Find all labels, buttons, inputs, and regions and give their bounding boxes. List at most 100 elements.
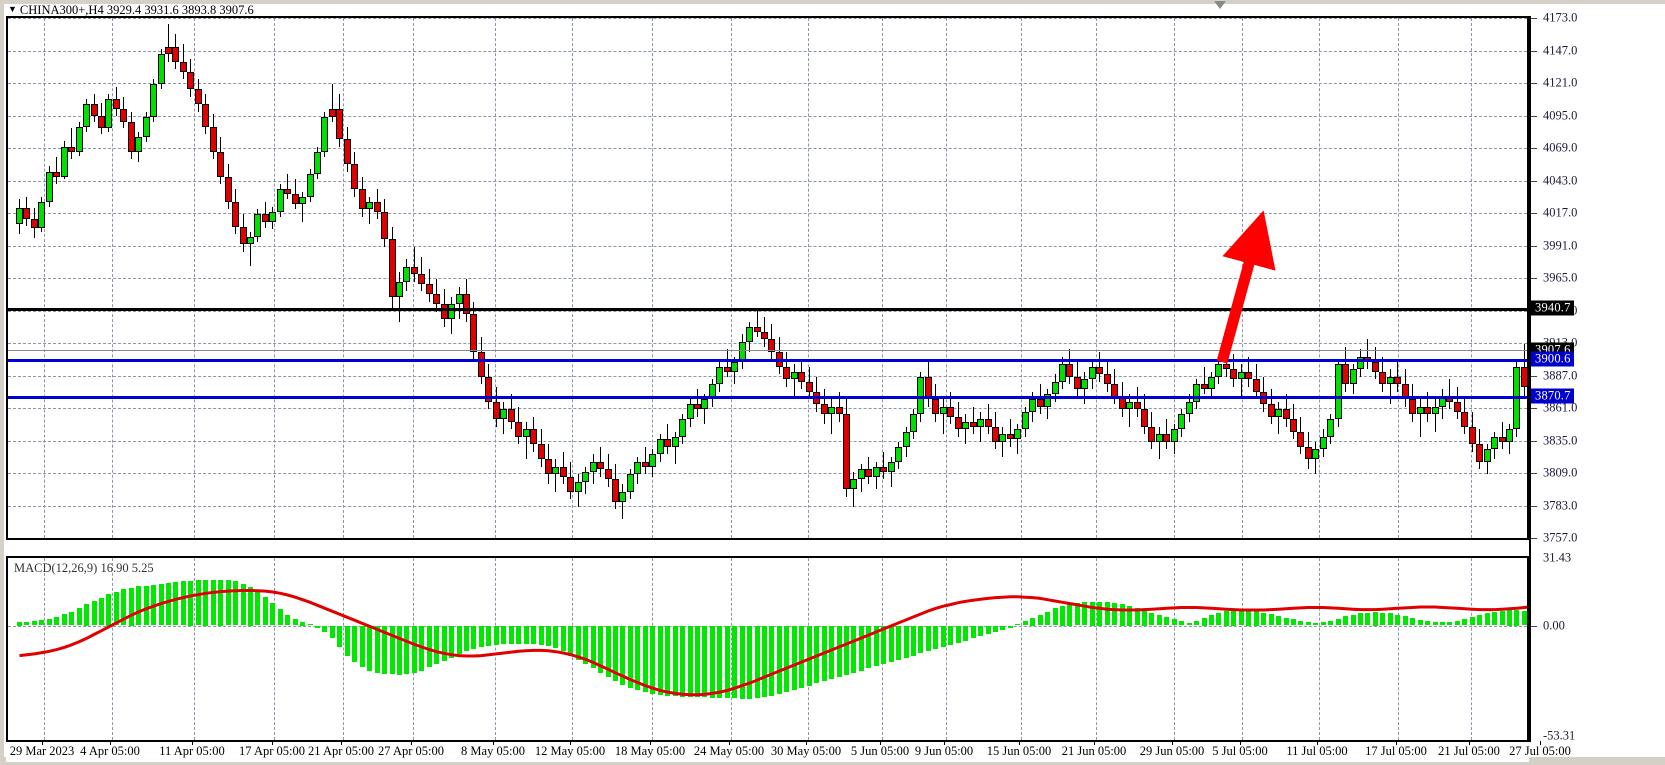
candlestick (515, 18, 523, 538)
candle-body (1148, 426, 1156, 442)
macd-histogram-bar (329, 625, 335, 639)
candle-wick (965, 414, 967, 445)
macd-histogram-bar (98, 597, 104, 626)
candle-body (857, 469, 865, 480)
candlestick (1014, 18, 1022, 538)
candle-body (1304, 446, 1312, 460)
macd-histogram-bar (516, 625, 522, 644)
macd-histogram-bar (1209, 614, 1214, 626)
candlestick (761, 18, 768, 538)
macd-histogram-bar (1164, 616, 1170, 626)
scroll-marker-icon[interactable] (1214, 1, 1226, 9)
candle-body (1021, 411, 1029, 430)
grid-line-horizontal (8, 505, 1527, 507)
price-chart-panel[interactable] (6, 16, 1529, 540)
candle-wick (972, 406, 974, 435)
macd-histogram-bar (940, 625, 946, 647)
candlestick (1252, 18, 1260, 538)
price-axis-tick (1531, 213, 1537, 214)
chevron-down-icon[interactable]: ▼ (8, 4, 17, 14)
candle-body (969, 421, 977, 427)
price-axis-label: 3965.0 (1543, 270, 1578, 285)
candlestick (1304, 18, 1312, 538)
candlestick (835, 18, 843, 538)
price-axis[interactable]: 4173.0 4147.0 4121.0 4095.0 4069.0 4043.0 4017… (1529, 11, 1665, 743)
candle-body (120, 109, 128, 122)
candle-body (626, 474, 634, 492)
candlestick (448, 18, 456, 538)
macd-histogram-bar (143, 585, 149, 626)
macd-histogram-bar (1112, 603, 1118, 626)
macd-histogram-bar (1022, 621, 1028, 626)
macd-histogram-bar (76, 608, 82, 626)
macd-histogram-bar (1343, 616, 1349, 626)
candlestick (1342, 18, 1350, 538)
date-axis-label: 17 Apr 05:00 (239, 744, 305, 758)
macd-histogram-bar (963, 625, 969, 641)
macd-indicator-panel[interactable]: MACD(12,26,9) 16.90 5.25 (6, 556, 1529, 742)
candlestick (276, 18, 284, 538)
grey-price-line[interactable] (8, 349, 1527, 351)
support-level-1[interactable]: 3900.6 (1531, 351, 1574, 366)
macd-histogram-bar (538, 625, 544, 645)
candle-body (373, 201, 381, 212)
price-axis-tick (1531, 538, 1537, 539)
blue-support-line-1[interactable] (8, 358, 1527, 362)
macd-histogram-bar (1186, 623, 1192, 626)
candlestick (910, 18, 917, 538)
blue-support-line-2[interactable] (8, 395, 1527, 399)
candle-wick (1501, 421, 1503, 450)
candlestick (60, 18, 68, 538)
macd-histogram-bar (1335, 618, 1341, 626)
date-axis-label: 11 Jul 05:00 (1286, 744, 1348, 758)
macd-histogram-bar (1350, 614, 1356, 626)
candle-body (1483, 449, 1491, 462)
candle-body (1185, 401, 1193, 415)
macd-histogram-bar (270, 602, 276, 626)
macd-histogram-bar (896, 625, 902, 660)
macd-histogram-bar (925, 625, 931, 652)
macd-histogram-bar (1089, 601, 1095, 626)
macd-histogram-bar (1276, 616, 1282, 626)
candle-body (768, 339, 776, 352)
candlestick (1468, 18, 1476, 538)
candle-body (1520, 366, 1527, 387)
candle-body (448, 304, 456, 320)
candlestick (470, 18, 478, 538)
macd-histogram-bar (1328, 620, 1334, 626)
macd-histogram-bar (1268, 614, 1274, 626)
candle-body (515, 421, 523, 437)
candlestick (1066, 18, 1074, 538)
candlestick (1453, 18, 1461, 538)
black-resistance-line[interactable] (8, 308, 1527, 312)
candle-wick (1434, 399, 1436, 432)
candlestick (1282, 18, 1290, 538)
macd-histogram-bar (1119, 604, 1125, 626)
macd-histogram-bar (46, 618, 52, 626)
candlestick (299, 18, 307, 538)
macd-histogram-bar (322, 625, 328, 632)
candlestick (336, 18, 344, 538)
candle-body (418, 274, 426, 285)
candle-body (1044, 394, 1052, 407)
date-axis-tick (880, 741, 881, 745)
support-level-2[interactable]: 3870.7 (1531, 388, 1574, 404)
candle-wick (421, 256, 423, 291)
candlestick (1044, 18, 1052, 538)
candle-body (932, 399, 940, 415)
candlestick (924, 18, 932, 538)
candle-body (798, 371, 806, 382)
resistance-level[interactable]: 3940.7 (1531, 300, 1574, 316)
candle-wick (398, 271, 400, 322)
grid-line-vertical (1471, 558, 1472, 740)
date-axis-tick (570, 741, 571, 745)
candle-body (403, 266, 411, 282)
candle-body (671, 436, 679, 447)
macd-histogram-bar (1469, 616, 1475, 626)
date-axis[interactable]: 29 Mar 2023 4 Apr 05:00 11 Apr 05:00 17 Apr… (6, 741, 1571, 762)
candle-body (947, 406, 955, 417)
candlestick (671, 18, 679, 538)
chart-title-text: CHINA300+,H4 3929.4 3931.6 3893.8 3907.6 (19, 3, 254, 17)
candle-wick (1129, 394, 1131, 427)
candlestick (567, 18, 575, 538)
